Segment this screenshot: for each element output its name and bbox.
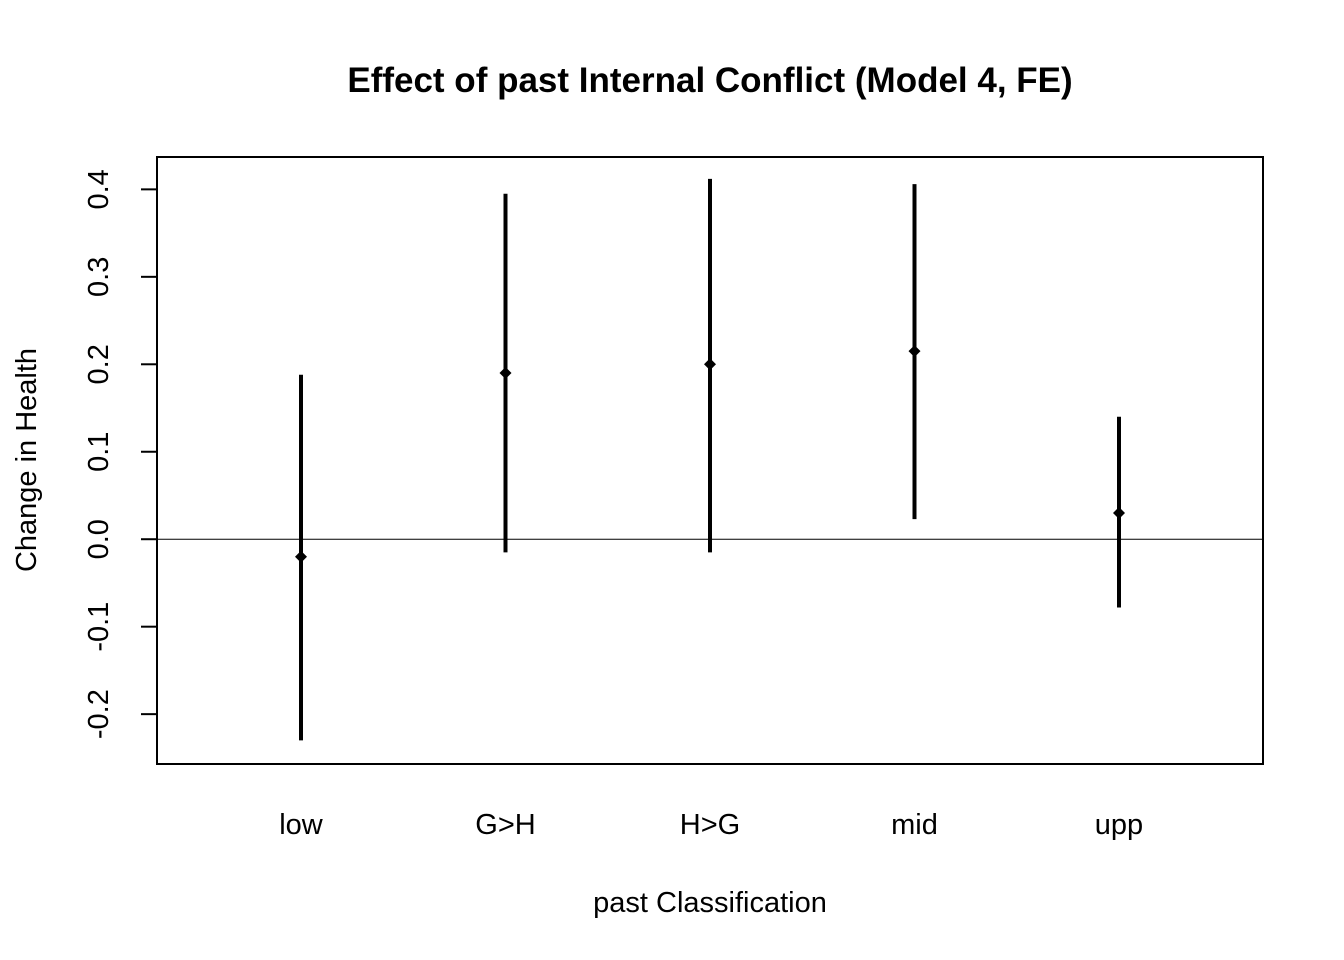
point-estimate-2 — [704, 358, 716, 371]
y-tick-label: 0.3 — [83, 257, 115, 297]
y-tick-label: 0.4 — [83, 169, 115, 209]
error-bars — [157, 178, 1263, 741]
point-estimate-0 — [295, 550, 307, 563]
x-category-label: mid — [891, 809, 938, 841]
y-tick-label: 0.2 — [83, 344, 115, 384]
y-tick-label: 0.0 — [83, 519, 115, 559]
x-axis-title: past Classification — [593, 887, 827, 919]
x-category-label: low — [279, 809, 324, 841]
x-category-label: H>G — [680, 809, 740, 841]
point-estimate-3 — [908, 345, 921, 358]
y-axis-title: Change in Health — [11, 348, 43, 572]
x-category-labels: low G>H H>G mid upp — [279, 809, 1143, 841]
y-axis: -0.2 -0.1 0.0 0.1 0.2 0.3 0.4 — [83, 169, 158, 739]
x-category-label: G>H — [475, 809, 535, 841]
y-tick-label: -0.1 — [83, 602, 115, 652]
y-tick-label: -0.2 — [83, 689, 115, 739]
point-estimate-4 — [1113, 506, 1125, 519]
y-tick-label: 0.1 — [83, 432, 115, 472]
point-estimate-1 — [499, 367, 512, 380]
chart-title: Effect of past Internal Conflict (Model … — [347, 61, 1072, 100]
x-category-label: upp — [1095, 809, 1143, 841]
